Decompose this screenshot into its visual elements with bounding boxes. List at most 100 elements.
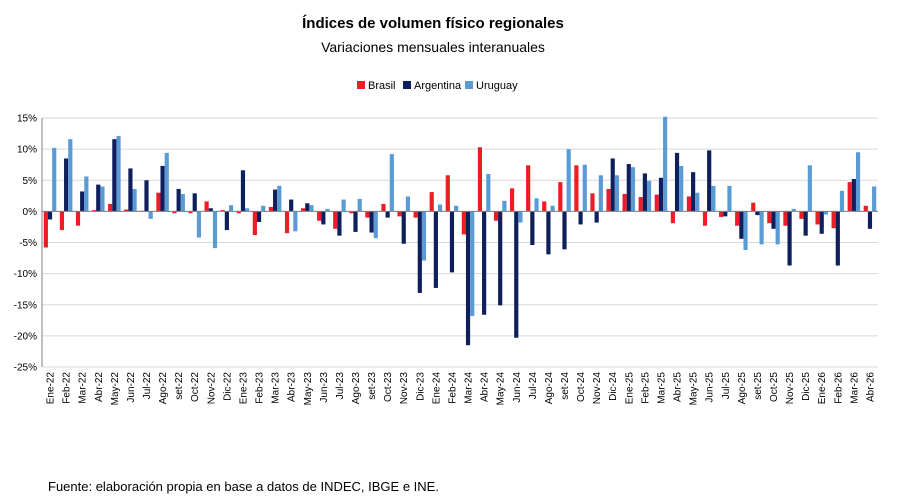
- bar-uruguay: [614, 175, 619, 212]
- bar-uruguay: [52, 147, 57, 212]
- legend-label-argentina: Argentina: [414, 80, 462, 92]
- bar-uruguay: [807, 165, 812, 212]
- x-tick-label: Mar-25: [656, 372, 667, 404]
- bar-argentina: [594, 211, 599, 223]
- bar-uruguay: [727, 185, 732, 212]
- bar-uruguay: [277, 185, 282, 212]
- bar-brasil: [220, 210, 225, 212]
- x-tick-label: Feb-24: [447, 372, 458, 404]
- bar-uruguay: [196, 211, 201, 238]
- bar-uruguay: [309, 205, 314, 212]
- bar-brasil: [719, 211, 724, 217]
- source-note: Fuente: elaboración propia en base a dat…: [48, 479, 439, 494]
- x-tick-label: Dic-24: [608, 372, 619, 401]
- bar-brasil: [204, 201, 209, 212]
- bar-argentina: [739, 211, 744, 239]
- bar-argentina: [208, 208, 213, 212]
- bar-brasil: [252, 211, 257, 236]
- y-tick-label: 0%: [23, 207, 38, 218]
- bar-uruguay: [164, 152, 169, 212]
- bar-uruguay: [872, 186, 877, 212]
- x-tick-label: Ago-25: [737, 372, 748, 405]
- chart-subtitle: Variaciones mensuales interanuales: [321, 39, 545, 55]
- bar-uruguay: [116, 136, 121, 212]
- x-tick-label: Jul-23: [335, 372, 346, 400]
- x-tick-label: Abr-24: [480, 372, 491, 402]
- bar-argentina: [176, 188, 181, 212]
- bar-brasil: [622, 193, 627, 212]
- bar-argentina: [562, 211, 567, 250]
- bar-brasil: [542, 201, 547, 212]
- bar-brasil: [461, 211, 466, 235]
- legend: Brasil Argentina Uruguay: [357, 80, 518, 92]
- x-tick-label: Jun-24: [512, 372, 523, 403]
- bar-uruguay: [389, 154, 394, 212]
- bar-brasil: [574, 165, 579, 212]
- bar-argentina: [803, 211, 808, 236]
- x-tick-label: Ene-22: [46, 372, 57, 405]
- axes: [41, 118, 878, 367]
- bar-uruguay: [486, 174, 491, 212]
- bar-argentina: [192, 193, 197, 212]
- bar-argentina: [771, 211, 776, 229]
- y-tick-label: -20%: [14, 331, 37, 342]
- bar-argentina: [160, 165, 165, 212]
- bar-brasil: [349, 211, 354, 214]
- bar-uruguay: [839, 190, 845, 212]
- x-tick-label: May-25: [689, 372, 700, 406]
- bar-uruguay: [421, 211, 427, 261]
- bar-argentina: [723, 211, 728, 217]
- y-tick-label: -5%: [19, 238, 37, 249]
- x-tick-label: Feb-25: [640, 372, 651, 404]
- x-tick-label: Ago-24: [544, 372, 555, 405]
- bar-uruguay: [341, 199, 346, 212]
- bar-uruguay: [405, 196, 410, 212]
- bar-argentina: [835, 211, 840, 266]
- bar-brasil: [847, 182, 852, 212]
- x-tick-label: Dic-23: [415, 372, 426, 401]
- x-tick-label: Mar-23: [271, 372, 282, 404]
- x-tick-label: Nov-25: [785, 372, 796, 405]
- bar-uruguay: [759, 211, 764, 245]
- bar-brasil: [799, 211, 804, 219]
- bar-argentina: [385, 211, 390, 218]
- x-tick-label: Nov-22: [206, 372, 217, 405]
- bar-brasil: [558, 182, 563, 212]
- bar-argentina: [851, 179, 856, 212]
- bar-uruguay: [502, 200, 507, 212]
- bar-brasil: [670, 211, 675, 224]
- bar-argentina: [626, 164, 631, 212]
- bar-uruguay: [245, 208, 250, 212]
- x-tick-label: Feb-23: [255, 372, 266, 404]
- bar-brasil: [397, 211, 402, 217]
- bar-brasil: [75, 211, 81, 226]
- bar-argentina: [465, 211, 471, 346]
- bar-uruguay: [437, 204, 443, 212]
- bar-brasil: [783, 211, 788, 226]
- x-tick-label: May-23: [303, 372, 314, 406]
- bar-brasil: [493, 211, 499, 221]
- bar-argentina: [96, 184, 101, 212]
- x-tick-label: Abr-23: [287, 372, 298, 402]
- x-tick-label: Oct-24: [576, 372, 587, 402]
- x-tick-label: Nov-24: [592, 372, 603, 405]
- bar-uruguay: [695, 192, 700, 212]
- bar-brasil: [413, 211, 418, 218]
- bar-brasil: [43, 211, 48, 248]
- x-tick-label: set-22: [174, 372, 185, 400]
- bar-argentina: [514, 211, 519, 338]
- bar-uruguay: [84, 176, 89, 212]
- bar-argentina: [128, 168, 133, 212]
- bar-brasil: [831, 211, 836, 229]
- bar-brasil: [477, 147, 483, 212]
- bar-uruguay: [663, 116, 668, 212]
- bar-argentina: [256, 211, 262, 222]
- y-tick-label: 5%: [23, 176, 38, 187]
- bar-brasil: [172, 211, 177, 214]
- bar-uruguay: [68, 139, 73, 212]
- bar-brasil: [108, 203, 113, 212]
- bars: [43, 116, 877, 346]
- bar-uruguay: [743, 211, 748, 250]
- bar-brasil: [510, 188, 515, 212]
- x-tick-label: Abr-25: [673, 372, 684, 402]
